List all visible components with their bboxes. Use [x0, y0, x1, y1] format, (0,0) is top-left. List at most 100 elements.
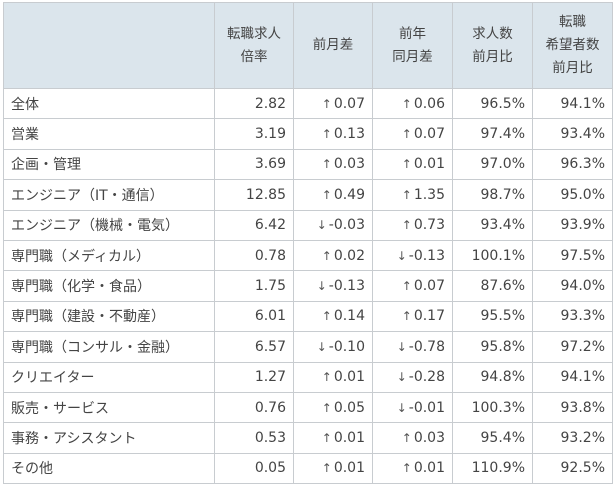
seekers-mom-cell: 94.0% [532, 270, 613, 302]
arrow-up-icon: ↑ [321, 96, 332, 111]
job-ratio-cell: 1.27 [214, 361, 294, 393]
seekers-mom-cell: 94.1% [532, 361, 613, 393]
header-text-line: 求人数 [472, 25, 513, 42]
header-text-line: 同月差 [392, 48, 433, 65]
table-row: エンジニア（機械・電気） 6.42 ↓ -0.03 ↑ 0.73 93.4% 93.9% [3, 209, 613, 241]
diff-value: 0.07 [413, 126, 445, 143]
year-diff-cell: ↑ 0.17 [372, 300, 453, 333]
arrow-up-icon: ↑ [321, 461, 332, 476]
jobs-mom-cell: 95.5% [452, 300, 533, 333]
category-cell: 専門職（建設・不動産） [3, 300, 215, 333]
table-row: 全体 2.82 ↑ 0.07 ↑ 0.06 96.5% 94.1% [3, 87, 613, 120]
arrow-up-icon: ↑ [401, 187, 412, 202]
month-diff-cell: ↓ -0.03 [293, 209, 373, 241]
job-ratio-cell: 2.82 [214, 87, 294, 120]
table-body: 全体 2.82 ↑ 0.07 ↑ 0.06 96.5% 94.1% 営業 3.19 ↑ 0.13 ↑ 0.… [3, 87, 613, 485]
arrow-up-icon: ↑ [401, 461, 412, 476]
seekers-mom-cell: 93.2% [532, 422, 613, 454]
month-diff-cell: ↑ 0.01 [293, 422, 373, 454]
jobs-mom-cell: 97.0% [452, 148, 533, 181]
jobs-mom-cell: 96.5% [452, 87, 533, 120]
header-text-line: 倍率 [240, 48, 268, 65]
category-cell: 専門職（化学・食品） [3, 270, 215, 302]
job-ratio-cell: 0.05 [214, 452, 294, 485]
year-diff-cell: ↑ 0.03 [372, 422, 453, 454]
arrow-up-icon: ↑ [321, 127, 332, 142]
header-text-line: 前月差 [312, 37, 354, 53]
table-row: 専門職（コンサル・金融） 6.57 ↓ -0.10 ↓ -0.78 95.8% 97.2% [3, 331, 613, 363]
header-text-line: 転職 [559, 14, 586, 30]
table-row: 専門職（建設・不動産） 6.01 ↑ 0.14 ↑ 0.17 95.5% 93.3% [3, 300, 613, 333]
job-ratio-cell: 1.75 [214, 270, 294, 302]
job-ratio-cell: 3.19 [214, 118, 294, 150]
month-diff-cell: ↓ -0.13 [293, 270, 373, 302]
seekers-mom-cell: 93.4% [532, 118, 613, 150]
jobs-mom-cell: 93.4% [452, 209, 533, 241]
year-diff-cell: ↓ -0.28 [372, 361, 453, 393]
year-diff-cell: ↑ 0.73 [372, 209, 453, 241]
year-diff-cell: ↑ 1.35 [372, 179, 453, 211]
category-cell: 企画・管理 [3, 148, 215, 181]
diff-value: 0.14 [333, 308, 365, 325]
seekers-mom-cell: 93.8% [532, 391, 613, 424]
category-cell: 専門職（メディカル） [3, 239, 215, 272]
header-category [3, 2, 215, 89]
arrow-up-icon: ↑ [401, 430, 412, 445]
diff-value: 0.07 [333, 95, 365, 112]
arrow-up-icon: ↑ [401, 279, 412, 294]
diff-value: 0.13 [333, 126, 365, 143]
table-row: 販売・サービス 0.76 ↑ 0.05 ↓ -0.01 100.3% 93.8% [3, 391, 613, 424]
month-diff-cell: ↑ 0.02 [293, 239, 373, 272]
month-diff-cell: ↑ 0.49 [293, 179, 373, 211]
arrow-down-icon: ↓ [316, 218, 327, 233]
jobs-mom-cell: 100.1% [452, 239, 533, 272]
arrow-up-icon: ↑ [321, 400, 332, 415]
diff-value: 0.01 [333, 460, 365, 477]
month-diff-cell: ↑ 0.01 [293, 452, 373, 485]
arrow-down-icon: ↓ [396, 248, 407, 263]
header-row: 転職求人倍率 前月差 前年同月差 求人数前月比 転職 希望者数 前月比 [3, 2, 613, 89]
seekers-mom-cell: 94.1% [532, 87, 613, 120]
table-row: クリエイター 1.27 ↑ 0.01 ↓ -0.28 94.8% 94.1% [3, 361, 613, 393]
diff-value: -0.03 [328, 217, 365, 234]
diff-value: -0.13 [408, 247, 445, 264]
arrow-up-icon: ↑ [401, 309, 412, 324]
diff-value: -0.01 [408, 399, 445, 416]
year-diff-cell: ↑ 0.01 [372, 148, 453, 181]
header-text-line: 前月比 [472, 48, 513, 65]
diff-value: 0.01 [413, 460, 445, 477]
arrow-up-icon: ↑ [401, 96, 412, 111]
header-text-line: 転職求人 [227, 25, 281, 42]
diff-value: 0.49 [333, 186, 365, 203]
diff-value: -0.10 [328, 338, 365, 355]
job-ratio-cell: 12.85 [214, 179, 294, 211]
table-row: 専門職（メディカル） 0.78 ↑ 0.02 ↓ -0.13 100.1% 97.5% [3, 239, 613, 272]
table-row: 専門職（化学・食品） 1.75 ↓ -0.13 ↑ 0.07 87.6% 94.0% [3, 270, 613, 302]
year-diff-cell: ↑ 0.06 [372, 87, 453, 120]
seekers-mom-cell: 93.3% [532, 300, 613, 333]
category-cell: 全体 [3, 87, 215, 120]
diff-value: -0.28 [408, 369, 445, 386]
seekers-mom-cell: 93.9% [532, 209, 613, 241]
diff-value: -0.13 [328, 278, 365, 295]
header-job-ratio: 転職求人 倍率 [214, 2, 294, 89]
header-seekers-mom: 転職 希望者数 前月比 [532, 2, 613, 89]
diff-value: 0.05 [333, 399, 365, 416]
job-ratio-cell: 0.76 [214, 391, 294, 424]
header-text-line: 前年 [399, 25, 426, 42]
month-diff-cell: ↓ -0.10 [293, 331, 373, 363]
arrow-up-icon: ↑ [401, 157, 412, 172]
table-row: 企画・管理 3.69 ↑ 0.03 ↑ 0.01 97.0% 96.3% [3, 148, 613, 181]
category-cell: 販売・サービス [3, 391, 215, 424]
table-row: 営業 3.19 ↑ 0.13 ↑ 0.07 97.4% 93.4% [3, 118, 613, 150]
month-diff-cell: ↑ 0.07 [293, 87, 373, 120]
year-diff-cell: ↑ 0.07 [372, 270, 453, 302]
jobs-mom-cell: 100.3% [452, 391, 533, 424]
month-diff-cell: ↑ 0.03 [293, 148, 373, 181]
jobs-mom-cell: 87.6% [452, 270, 533, 302]
table-row: エンジニア（IT・通信） 12.85 ↑ 0.49 ↑ 1.35 98.7% 95.0% [3, 179, 613, 211]
diff-value: 0.01 [413, 156, 445, 173]
category-cell: 営業 [3, 118, 215, 150]
month-diff-cell: ↑ 0.05 [293, 391, 373, 424]
arrow-down-icon: ↓ [316, 339, 327, 354]
